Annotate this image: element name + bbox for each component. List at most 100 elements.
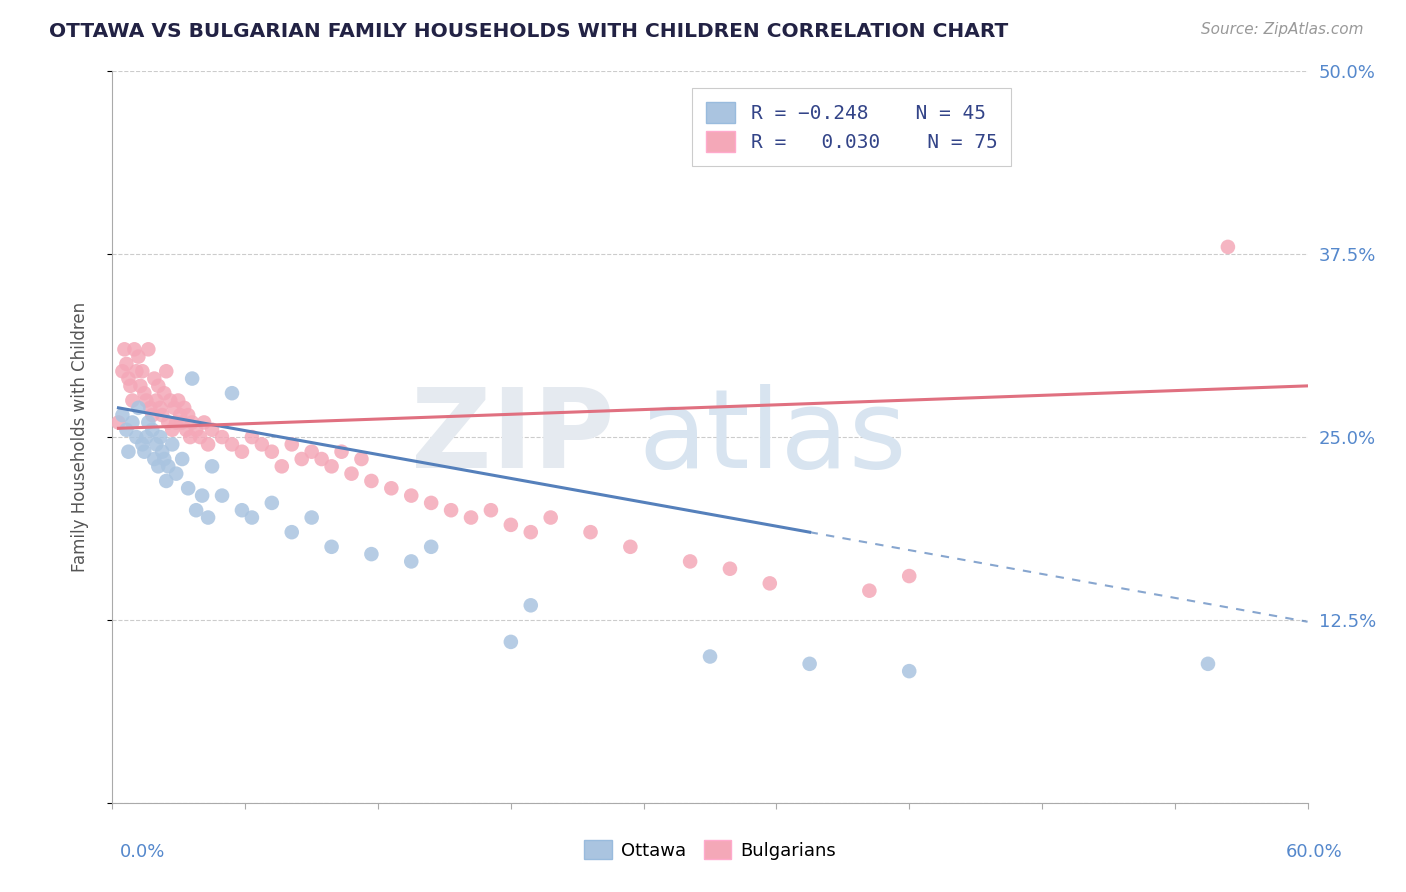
Point	[260, 444, 283, 458]
Text: 60.0%: 60.0%	[1286, 843, 1343, 861]
Point	[125, 364, 148, 378]
Point	[898, 569, 921, 583]
Point	[197, 510, 219, 524]
Point	[250, 437, 273, 451]
Point	[420, 496, 443, 510]
Point	[301, 510, 323, 524]
Point	[155, 474, 177, 488]
Point	[321, 540, 343, 554]
Point	[340, 467, 363, 481]
Point	[201, 423, 224, 437]
Point	[188, 430, 211, 444]
Point	[460, 510, 482, 524]
Point	[141, 423, 163, 437]
Point	[231, 503, 253, 517]
Point	[858, 583, 880, 598]
Text: atlas: atlas	[638, 384, 907, 491]
Point	[131, 364, 153, 378]
Point	[157, 416, 180, 430]
Point	[401, 489, 423, 503]
Point	[149, 430, 172, 444]
Point	[159, 393, 181, 408]
Point	[240, 510, 263, 524]
Point	[520, 599, 543, 613]
Point	[401, 554, 423, 568]
Point	[174, 423, 197, 437]
Point	[149, 401, 172, 415]
Point	[193, 416, 215, 430]
Point	[111, 408, 134, 422]
Point	[281, 437, 304, 451]
Point	[186, 503, 208, 517]
Y-axis label: Family Households with Children: Family Households with Children	[70, 302, 89, 572]
Point	[360, 547, 382, 561]
Point	[125, 430, 148, 444]
Point	[321, 459, 343, 474]
Point	[141, 408, 163, 422]
Point	[360, 474, 382, 488]
Point	[153, 452, 176, 467]
Point	[150, 408, 173, 422]
Point	[114, 343, 135, 357]
Point	[499, 517, 522, 532]
Text: Source: ZipAtlas.com: Source: ZipAtlas.com	[1201, 22, 1364, 37]
Point	[520, 525, 543, 540]
Point	[134, 386, 156, 401]
Point	[145, 437, 167, 451]
Point	[127, 401, 149, 415]
Point	[759, 576, 782, 591]
Point	[380, 481, 402, 495]
Point	[270, 459, 292, 474]
Point	[540, 510, 562, 524]
Point	[420, 540, 443, 554]
Point	[281, 525, 304, 540]
Text: OTTAWA VS BULGARIAN FAMILY HOUSEHOLDS WITH CHILDREN CORRELATION CHART: OTTAWA VS BULGARIAN FAMILY HOUSEHOLDS WI…	[49, 22, 1008, 41]
Point	[153, 386, 176, 401]
Point	[679, 554, 702, 568]
Point	[139, 401, 162, 415]
Point	[148, 459, 170, 474]
Point	[619, 540, 641, 554]
Legend: Ottawa, Bulgarians: Ottawa, Bulgarians	[578, 832, 842, 867]
Point	[172, 452, 194, 467]
Point	[186, 423, 208, 437]
Point	[135, 393, 157, 408]
Point	[143, 371, 166, 385]
Point	[177, 481, 200, 495]
Point	[111, 364, 134, 378]
Point	[579, 525, 602, 540]
Point	[350, 452, 373, 467]
Point	[127, 350, 149, 364]
Point	[150, 444, 173, 458]
Point	[799, 657, 821, 671]
Point	[138, 416, 160, 430]
Point	[165, 416, 187, 430]
Point	[129, 379, 152, 393]
Point	[155, 364, 177, 378]
Point	[181, 416, 204, 430]
Text: ZIP: ZIP	[411, 384, 614, 491]
Point	[165, 467, 187, 481]
Point	[131, 437, 153, 451]
Point	[143, 452, 166, 467]
Point	[115, 357, 138, 371]
Point	[145, 393, 167, 408]
Point	[718, 562, 741, 576]
Point	[1216, 240, 1239, 254]
Point	[135, 430, 157, 444]
Point	[117, 444, 139, 458]
Point	[311, 452, 333, 467]
Point	[479, 503, 502, 517]
Point	[173, 401, 195, 415]
Point	[134, 444, 156, 458]
Point	[221, 437, 243, 451]
Point	[699, 649, 721, 664]
Point	[138, 343, 160, 357]
Point	[211, 430, 233, 444]
Point	[162, 437, 183, 451]
Point	[499, 635, 522, 649]
Point	[163, 401, 186, 415]
Point	[330, 444, 353, 458]
Point	[115, 423, 138, 437]
Point	[117, 371, 139, 385]
